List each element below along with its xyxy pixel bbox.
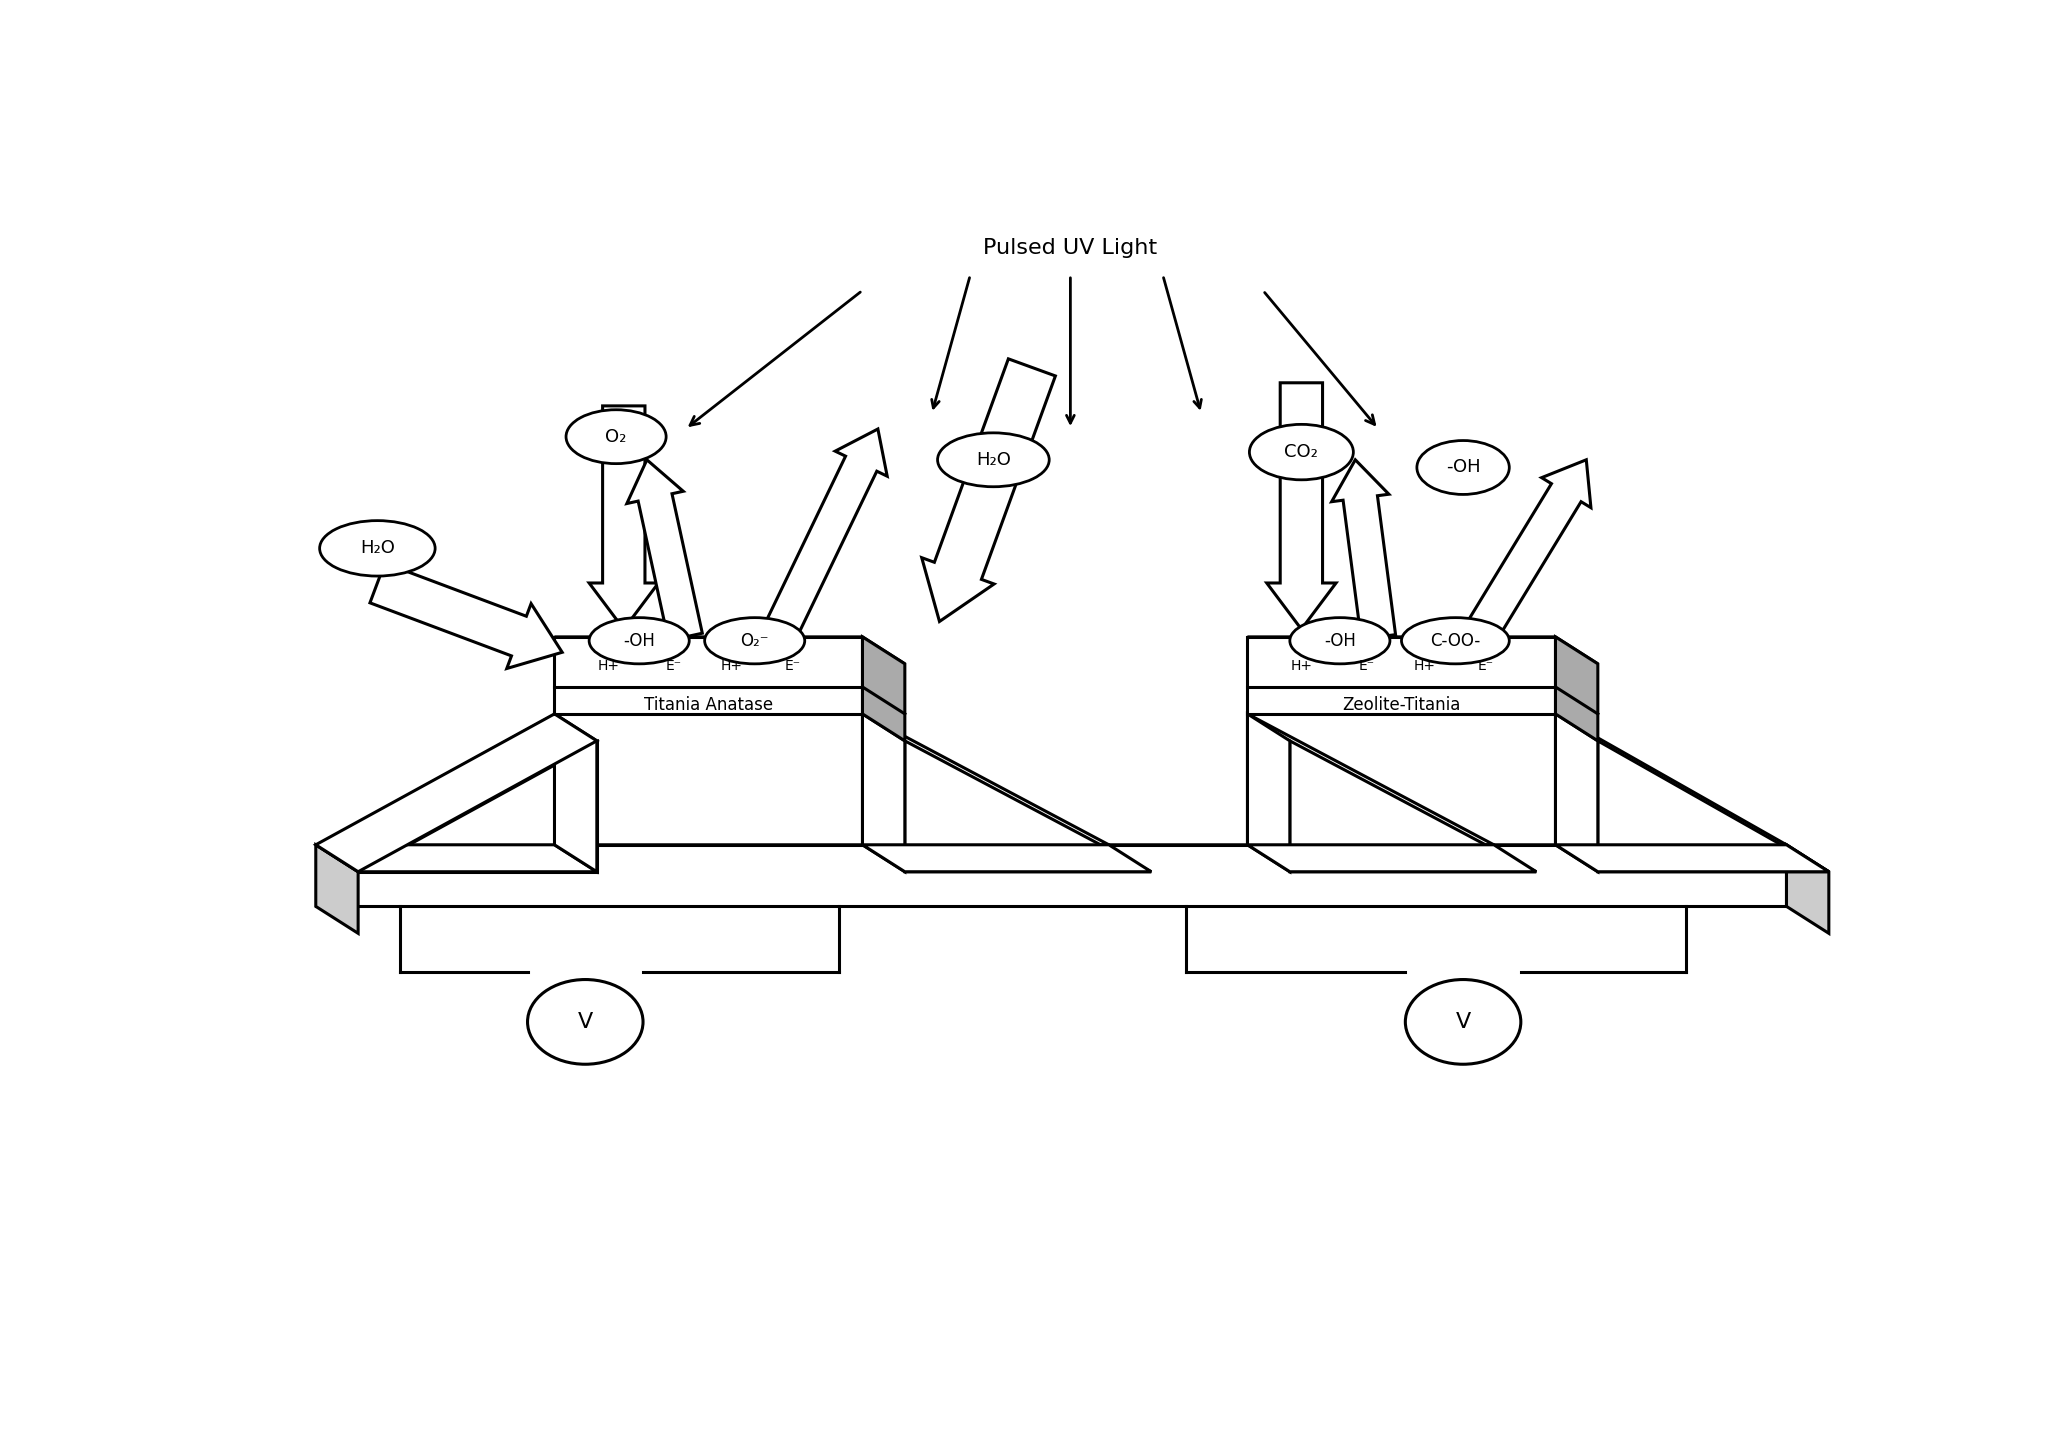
Polygon shape [555, 637, 863, 714]
Polygon shape [316, 844, 1828, 872]
Text: -OH: -OH [1325, 631, 1356, 650]
Polygon shape [1247, 714, 1290, 872]
Polygon shape [762, 429, 887, 644]
Text: E⁻: E⁻ [1479, 659, 1493, 673]
Text: H₂O: H₂O [359, 540, 394, 557]
Polygon shape [1787, 844, 1828, 933]
Text: O₂: O₂ [606, 428, 626, 445]
Polygon shape [316, 844, 1787, 907]
Polygon shape [555, 637, 906, 665]
Text: -OH: -OH [622, 631, 655, 650]
Text: -OH: -OH [1446, 459, 1481, 476]
Polygon shape [1247, 637, 1598, 665]
Text: C-OO-: C-OO- [1430, 631, 1481, 650]
Polygon shape [1465, 460, 1592, 646]
Polygon shape [1247, 714, 1493, 844]
Text: E⁻: E⁻ [665, 659, 682, 673]
Text: Pulsed UV Light: Pulsed UV Light [984, 238, 1158, 258]
Polygon shape [1598, 741, 1828, 872]
Polygon shape [357, 741, 598, 872]
Ellipse shape [937, 432, 1050, 486]
Polygon shape [1555, 714, 1598, 872]
Ellipse shape [567, 409, 665, 464]
Text: H+: H+ [1290, 659, 1313, 673]
Polygon shape [316, 714, 598, 872]
Text: E⁻: E⁻ [785, 659, 801, 673]
Ellipse shape [1249, 424, 1354, 480]
Ellipse shape [320, 521, 435, 576]
Text: CO₂: CO₂ [1284, 443, 1319, 461]
Polygon shape [863, 637, 906, 741]
Text: H+: H+ [598, 659, 620, 673]
Polygon shape [1247, 637, 1555, 714]
Ellipse shape [528, 979, 643, 1064]
Polygon shape [316, 844, 357, 933]
Polygon shape [589, 406, 659, 630]
Polygon shape [922, 358, 1056, 621]
Ellipse shape [1290, 618, 1391, 665]
Text: H+: H+ [721, 659, 744, 673]
Ellipse shape [1417, 441, 1510, 495]
Polygon shape [1247, 844, 1536, 872]
Polygon shape [1267, 383, 1335, 630]
Ellipse shape [1405, 979, 1520, 1064]
Text: O₂⁻: O₂⁻ [739, 631, 768, 650]
Polygon shape [316, 844, 598, 872]
Ellipse shape [1401, 618, 1510, 665]
Text: H₂O: H₂O [976, 451, 1011, 469]
Text: V: V [1456, 1011, 1471, 1032]
Polygon shape [555, 714, 598, 872]
Polygon shape [626, 460, 702, 640]
Polygon shape [906, 741, 1150, 872]
Ellipse shape [589, 618, 690, 665]
Polygon shape [1555, 714, 1787, 844]
Polygon shape [1555, 844, 1828, 872]
Polygon shape [863, 714, 906, 872]
Ellipse shape [705, 618, 805, 665]
Polygon shape [1555, 637, 1598, 741]
Polygon shape [1290, 741, 1536, 872]
Text: V: V [577, 1011, 594, 1032]
Polygon shape [370, 563, 563, 669]
Polygon shape [316, 714, 555, 844]
Polygon shape [863, 844, 1150, 872]
Polygon shape [1331, 460, 1395, 638]
Text: E⁻: E⁻ [1360, 659, 1374, 673]
Text: H+: H+ [1413, 659, 1436, 673]
Polygon shape [863, 714, 1109, 844]
Text: Titania Anatase: Titania Anatase [643, 695, 772, 714]
Text: Zeolite-Titania: Zeolite-Titania [1343, 695, 1460, 714]
